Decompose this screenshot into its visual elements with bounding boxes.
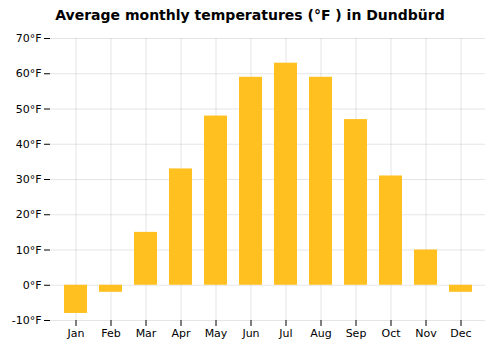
svg-text:10°F: 10°F bbox=[16, 244, 42, 257]
svg-text:Apr: Apr bbox=[171, 327, 191, 340]
svg-text:70°F: 70°F bbox=[16, 32, 42, 45]
svg-text:Oct: Oct bbox=[381, 327, 401, 340]
html-text:Average monthly temperatures (: Average monthly temperatures (°F ) in Du… bbox=[55, 7, 445, 23]
svg-text:-10°F: -10°F bbox=[12, 314, 42, 327]
svg-text:May: May bbox=[205, 327, 228, 340]
svg-text:50°F: 50°F bbox=[16, 103, 42, 116]
svg-text:Feb: Feb bbox=[101, 327, 120, 340]
svg-text:Jun: Jun bbox=[241, 327, 259, 340]
svg-text:Nov: Nov bbox=[415, 327, 437, 340]
svg-text:Dec: Dec bbox=[450, 327, 471, 340]
svg-text:Sep: Sep bbox=[346, 327, 367, 340]
svg-text:20°F: 20°F bbox=[16, 208, 42, 221]
svg-text:40°F: 40°F bbox=[16, 138, 42, 151]
svg-text:Jan: Jan bbox=[67, 327, 85, 340]
svg-text:Jul: Jul bbox=[278, 327, 292, 340]
svg-text:Mar: Mar bbox=[136, 327, 157, 340]
svg-text:30°F: 30°F bbox=[16, 173, 42, 186]
svg-text:60°F: 60°F bbox=[16, 67, 42, 80]
svg-text:Aug: Aug bbox=[310, 327, 331, 340]
svg-text:0°F: 0°F bbox=[23, 279, 42, 292]
